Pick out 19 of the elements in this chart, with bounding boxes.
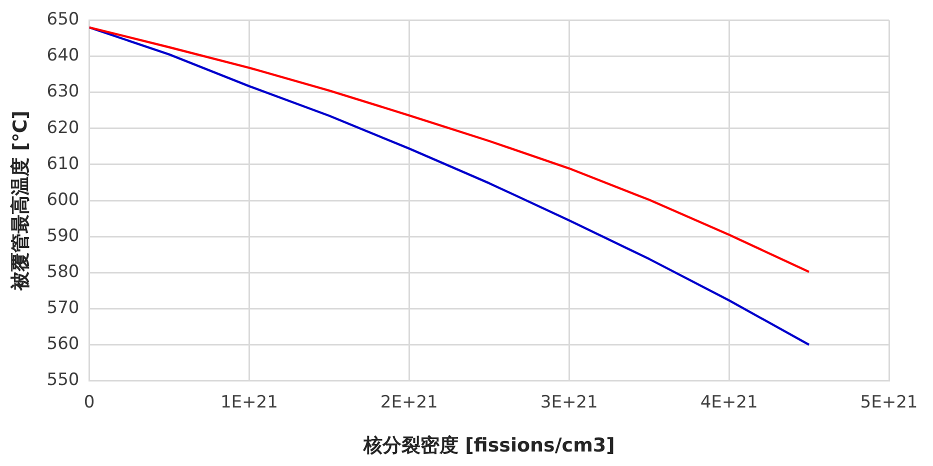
x-axis-title: 核分裂密度 [fissions/cm3]: [362, 434, 615, 457]
y-tick-label: 590: [46, 226, 80, 246]
y-tick-label: 630: [46, 82, 80, 102]
y-tick-label: 640: [46, 46, 80, 66]
y-tick-label: 600: [46, 190, 80, 210]
x-tick-label: 4E+21: [700, 392, 758, 412]
y-tick-label: 650: [46, 10, 80, 30]
y-tick-label: 620: [46, 118, 80, 138]
x-tick-label: 2E+21: [380, 392, 438, 412]
y-tick-label: 580: [46, 262, 80, 282]
y-tick-label: 610: [46, 154, 80, 174]
y-tick-label: 570: [46, 298, 80, 318]
x-tick-label: 5E+21: [860, 392, 918, 412]
x-tick-label: 1E+21: [220, 392, 278, 412]
y-tick-label: 550: [46, 370, 80, 390]
x-tick-label: 3E+21: [540, 392, 598, 412]
x-tick-label: 0: [84, 392, 95, 412]
y-axis-title: 被覆管最高温度 [℃]: [9, 110, 32, 292]
y-tick-label: 560: [46, 334, 80, 354]
